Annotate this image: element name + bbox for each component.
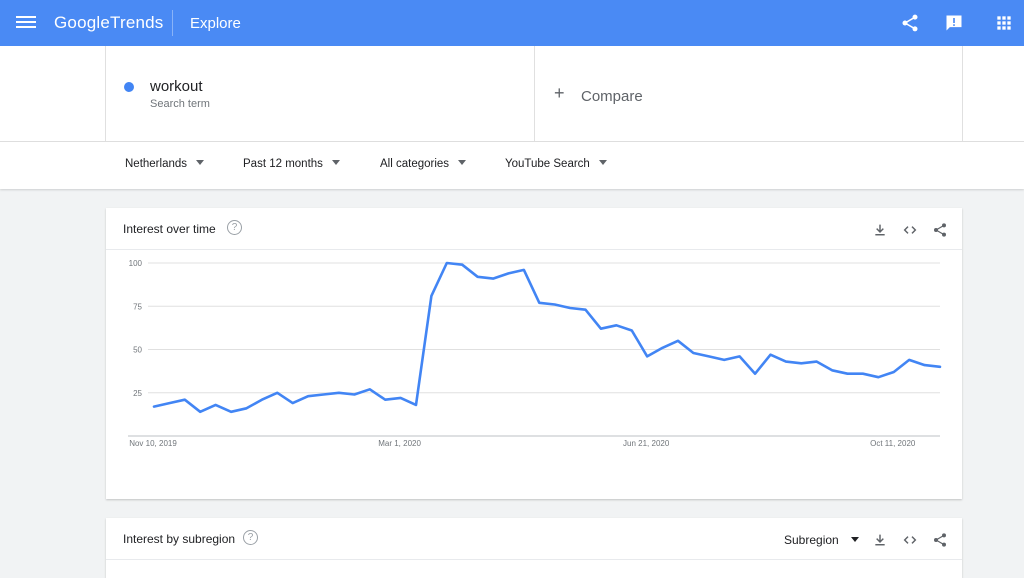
embed-icon[interactable] xyxy=(902,222,918,238)
embed-icon[interactable] xyxy=(902,532,918,548)
x-tick-label: Mar 1, 2020 xyxy=(378,439,421,448)
search-term-type: Search term xyxy=(150,98,210,110)
menu-icon[interactable] xyxy=(16,13,36,33)
region-filter-label: Netherlands xyxy=(125,158,188,170)
search-term-text: workout xyxy=(150,78,203,95)
chevron-down-icon xyxy=(331,160,340,165)
y-tick-label: 25 xyxy=(133,389,142,398)
apps-icon[interactable] xyxy=(994,13,1014,33)
category-filter[interactable]: All categories xyxy=(380,158,467,170)
chevron-down-icon xyxy=(458,160,467,165)
feedback-icon[interactable] xyxy=(944,13,964,33)
page-section-title: Explore xyxy=(190,15,241,32)
interest-by-subregion-card: Interest by subregion ? Subregion xyxy=(106,518,962,578)
y-tick-label: 75 xyxy=(133,302,142,311)
y-tick-label: 50 xyxy=(133,346,142,355)
interest-over-time-card: Interest over time ? 25 50 75 100 Nov 10, 20… xyxy=(106,208,962,499)
share-icon[interactable] xyxy=(932,532,948,548)
chevron-down-icon xyxy=(850,537,859,542)
card-title: Interest by subregion xyxy=(123,532,236,546)
card-title: Interest over time xyxy=(123,222,216,236)
logo-trends: Trends xyxy=(110,13,164,32)
card-divider xyxy=(106,249,962,250)
chevron-down-icon xyxy=(598,160,607,165)
header-divider xyxy=(172,10,173,36)
y-tick-label: 100 xyxy=(129,259,143,268)
download-icon[interactable] xyxy=(872,532,888,548)
x-tick-label: Nov 10, 2019 xyxy=(129,439,177,448)
filter-bar: Netherlands Past 12 months All categorie… xyxy=(0,142,1024,189)
share-icon[interactable] xyxy=(900,13,920,33)
download-icon[interactable] xyxy=(872,222,888,238)
subregion-selector-label: Subregion xyxy=(784,533,839,547)
interest-line-chart: 25 50 75 100 Nov 10, 2019 Mar 1, 2020 Jun 21, … xyxy=(128,259,942,448)
card-divider xyxy=(106,559,962,560)
series-line-workout xyxy=(152,261,942,414)
category-filter-label: All categories xyxy=(380,158,450,170)
help-icon[interactable]: ? xyxy=(243,530,258,545)
search-term-box[interactable]: workout Search term xyxy=(105,46,535,141)
share-icon[interactable] xyxy=(932,222,948,238)
property-filter[interactable]: YouTube Search xyxy=(505,158,607,170)
help-icon[interactable]: ? xyxy=(227,220,242,235)
subregion-selector[interactable]: Subregion xyxy=(784,533,859,547)
top-app-bar: GoogleTrends Explore xyxy=(0,0,1024,46)
time-filter[interactable]: Past 12 months xyxy=(243,158,340,170)
compare-label: Compare xyxy=(581,88,643,105)
chevron-down-icon xyxy=(196,160,205,165)
time-filter-label: Past 12 months xyxy=(243,158,323,170)
search-term-row: workout Search term + Compare xyxy=(0,46,1024,142)
google-trends-logo[interactable]: GoogleTrends xyxy=(54,13,164,33)
term-color-dot xyxy=(124,82,134,92)
x-tick-label: Jun 21, 2020 xyxy=(623,439,670,448)
property-filter-label: YouTube Search xyxy=(505,158,590,170)
logo-google: Google xyxy=(54,13,111,32)
compare-box[interactable]: + Compare xyxy=(534,46,963,141)
region-filter[interactable]: Netherlands xyxy=(125,158,205,170)
plus-icon: + xyxy=(554,83,565,103)
x-tick-label: Oct 11, 2020 xyxy=(870,439,916,448)
